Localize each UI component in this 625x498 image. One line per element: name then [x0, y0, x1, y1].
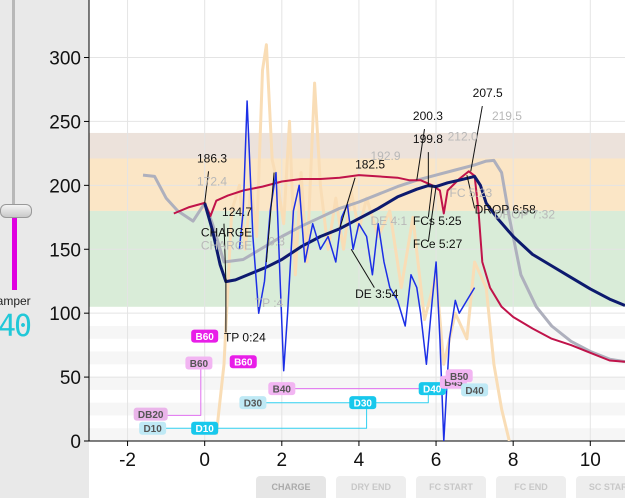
background-stripe	[89, 351, 625, 365]
annotation-pointer	[416, 129, 425, 181]
annotation-label: DROP 6:58	[475, 202, 536, 216]
annotation-label: FCs 5:25	[413, 214, 462, 228]
event-badge[interactable]	[229, 355, 257, 369]
annotation-label: 172.4	[197, 174, 227, 188]
annotation-pointer	[223, 223, 227, 282]
annotation-label: 124.7	[222, 205, 252, 219]
annotation-label: DE 4:1	[370, 214, 407, 228]
damper-slider-fill	[12, 214, 17, 290]
annotation-label: 207.5	[473, 86, 503, 100]
annotation-label: 186.3	[197, 151, 227, 165]
x-tick-label: 0	[199, 450, 210, 471]
event-badge-label: B60	[234, 358, 253, 369]
event-badge-label: D10	[143, 424, 162, 435]
tab-fc-start[interactable]: FC START	[416, 476, 486, 498]
y-tick-label: 250	[49, 112, 81, 133]
annotation-label: 219.5	[492, 109, 522, 123]
y-tick-label: 0	[70, 432, 81, 453]
event-badge[interactable]	[461, 383, 489, 397]
event-badge-label: B45	[444, 378, 463, 389]
event-badge[interactable]	[445, 369, 473, 383]
tab-dry-end[interactable]: DRY END	[336, 476, 406, 498]
x-tick-label: 10	[580, 450, 601, 471]
event-badge[interactable]	[191, 421, 219, 435]
annotation-pointer	[427, 186, 437, 242]
event-badge[interactable]	[139, 421, 167, 435]
event-badge-label: D30	[244, 399, 263, 410]
event-badge[interactable]	[185, 356, 213, 370]
event-badge[interactable]	[191, 329, 219, 343]
background-stripe	[89, 377, 625, 390]
event-badge-label: B40	[273, 385, 292, 396]
annotation-label: 200.3	[413, 109, 443, 123]
y-tick-label: 50	[60, 368, 81, 389]
event-badge[interactable]	[133, 407, 168, 421]
tab-charge[interactable]: CHARGE	[256, 476, 326, 498]
event-badge-label: DB20	[138, 410, 164, 421]
damper-label: Damper	[0, 294, 31, 308]
series-line-3	[203, 174, 625, 307]
phase-band	[89, 132, 625, 159]
tab-fc-end[interactable]: FC END	[496, 476, 566, 498]
event-badge-label: B50	[450, 372, 469, 383]
event-badge[interactable]	[418, 382, 446, 396]
event-badge[interactable]	[239, 396, 267, 410]
y-tick-label: 200	[49, 176, 81, 197]
x-tick-label: 8	[508, 450, 519, 471]
event-badge-label: D40	[423, 385, 442, 396]
annotation-pointer	[339, 177, 356, 229]
annotation-label: FC 5:23	[450, 186, 493, 200]
annotation-pointer	[470, 106, 483, 172]
annotation-pointer	[427, 185, 433, 218]
x-tick-label: -2	[119, 450, 136, 471]
y-tick-label: 300	[49, 49, 81, 70]
event-badge[interactable]	[268, 382, 296, 396]
event-badge[interactable]	[349, 396, 377, 410]
series-line-0	[214, 43, 511, 441]
background-stripe	[89, 428, 625, 441]
annotation-label: FCe 5:27	[413, 237, 463, 251]
x-tick-label: 4	[354, 450, 365, 471]
event-badge-label: D40	[465, 386, 484, 397]
background-stripe	[89, 325, 625, 339]
annotation-label: 192.9	[370, 149, 400, 163]
event-badge-label: B60	[196, 332, 215, 343]
left-control-panel: Damper 40	[0, 0, 89, 498]
event-badge-label: D30	[354, 399, 373, 410]
annotation-label: TP :4	[255, 296, 284, 310]
event-badge-label: B60	[190, 359, 209, 370]
y-tick-label: 150	[49, 240, 81, 261]
annotation-label: 199.8	[413, 132, 443, 146]
annotation-label: 212.0	[448, 130, 478, 144]
annotation-label: TP 0:24	[224, 330, 266, 344]
annotation-pointer	[350, 249, 375, 288]
annotation-label: DROP 7:32	[494, 208, 555, 222]
tab-sc-start[interactable]: SC START	[576, 476, 625, 498]
x-tick-label: 6	[431, 450, 442, 471]
event-badge-label: D10	[196, 424, 215, 435]
damper-slider-handle[interactable]	[0, 204, 32, 218]
annotation-pointer	[204, 171, 210, 204]
y-tick-label: 100	[49, 304, 81, 325]
annotation-pointer	[265, 172, 275, 263]
x-tick-label: 2	[277, 450, 288, 471]
annotation-label: 0:3	[268, 234, 285, 248]
annotation-label: 182.5	[355, 158, 385, 172]
annotation-label: CHARGE	[201, 238, 252, 252]
damper-value-readout: 40	[0, 309, 32, 344]
annotation-pointer	[466, 175, 476, 209]
damper-slider-track[interactable]	[12, 0, 15, 290]
annotation-label: DE 3:54	[355, 287, 399, 301]
annotation-label: CHARGE	[201, 225, 252, 239]
series-line-4	[238, 100, 476, 441]
